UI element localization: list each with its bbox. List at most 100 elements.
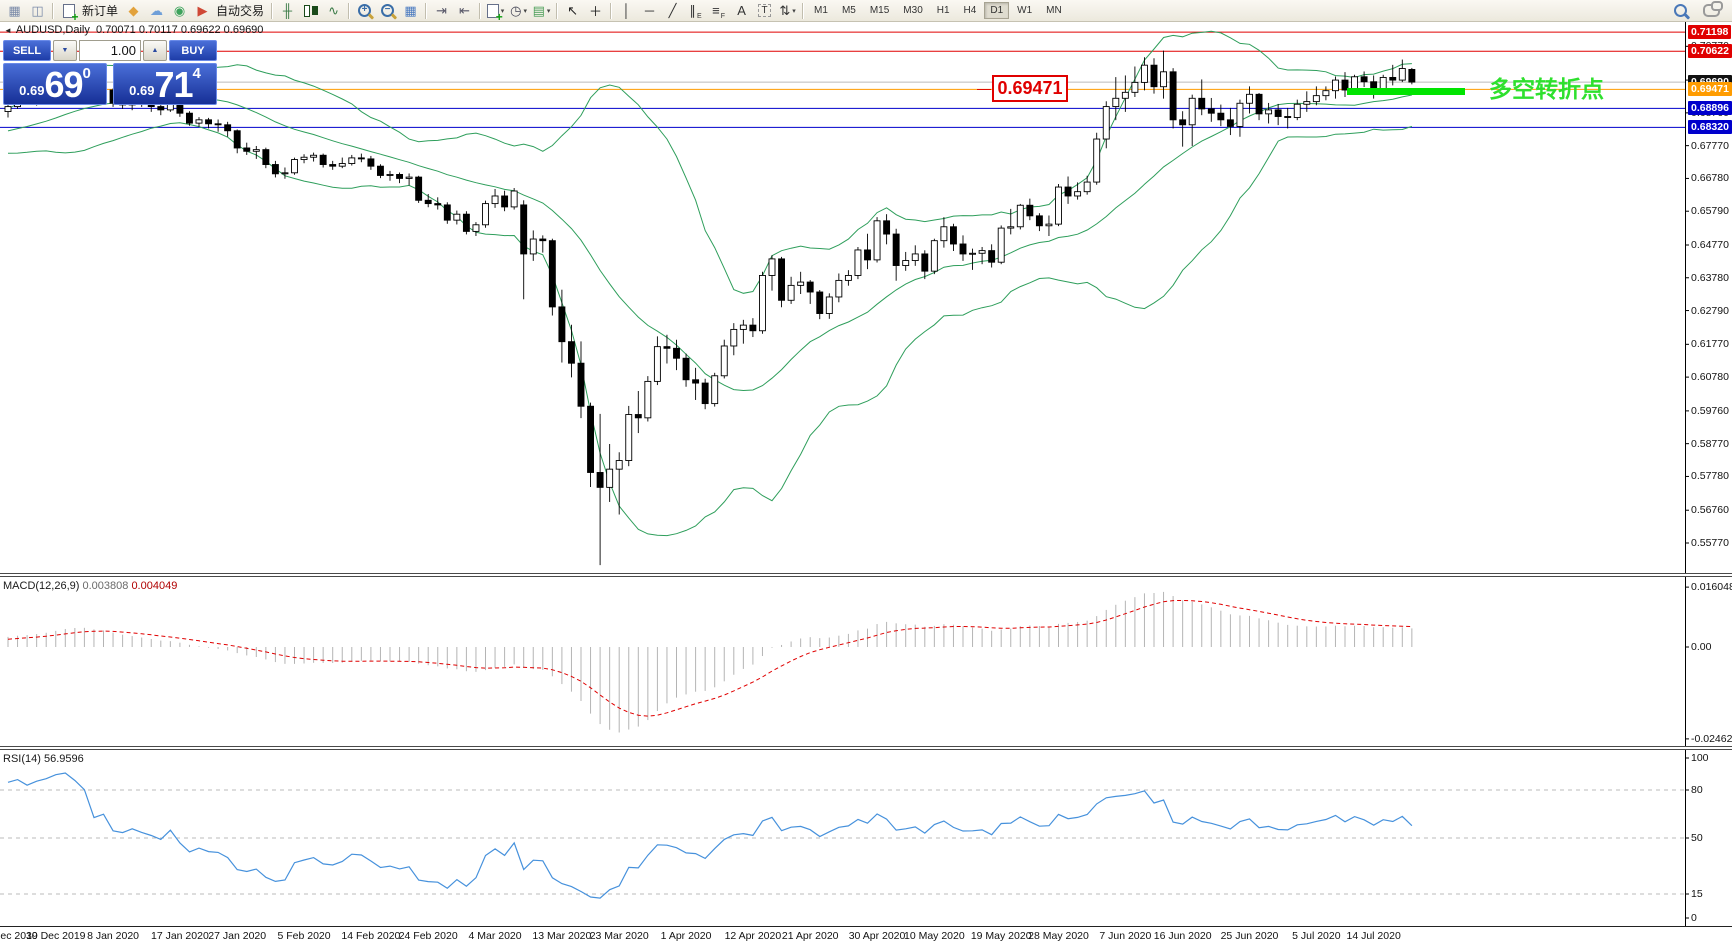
toolbar-separator	[52, 2, 54, 19]
arrows-icon-dropdown[interactable]: ▾	[792, 7, 796, 15]
panel-splitter-1[interactable]	[0, 573, 1732, 577]
timeframe-m1[interactable]: M1	[814, 5, 828, 16]
auto-scroll-icon[interactable]: ⇥	[436, 2, 447, 18]
crosshair-icon[interactable]: ＋	[589, 4, 603, 19]
support-highlight-bar[interactable]	[1347, 88, 1465, 95]
sell-button[interactable]: SELL	[3, 40, 51, 61]
date-axis-label: 19 May 2020	[970, 930, 1032, 942]
macd-panel-canvas[interactable]	[0, 577, 1732, 746]
date-axis-label: 28 May 2020	[1028, 930, 1089, 942]
date-axis-label: 30 Dec 2019	[25, 930, 86, 942]
toolbar-separator	[479, 2, 482, 19]
signals-icon[interactable]: ◉	[173, 2, 186, 18]
eraser-icon[interactable]: ◆	[128, 2, 139, 18]
panel-splitter-2[interactable]	[0, 746, 1732, 750]
toolbar-separator	[610, 2, 613, 19]
buy-button[interactable]: BUY	[169, 40, 217, 61]
volume-increase-button[interactable]: ▲	[143, 40, 167, 61]
line-chart-type-icon[interactable]: ∿	[328, 2, 339, 18]
equidistant-channel-icon[interactable]: ∥ E	[689, 2, 702, 20]
timeframe-m15[interactable]: M15	[869, 5, 890, 16]
rsi-panel-canvas[interactable]	[0, 750, 1732, 926]
volume-input[interactable]	[79, 40, 141, 61]
rsi-value: 56.9596	[43, 753, 84, 765]
fibonacci-icon[interactable]: ≡ F	[712, 3, 725, 20]
text-icon[interactable]: A	[737, 3, 746, 18]
price-flag-label[interactable]: 0.69471	[992, 75, 1068, 102]
templates-icon[interactable]: ▤ ▾	[532, 2, 551, 18]
date-axis-label: 1 Apr 2020	[660, 930, 712, 942]
candle-chart-type-icon[interactable]	[299, 2, 322, 20]
charts-window-icon[interactable]: ▦	[8, 2, 21, 18]
one-click-trading-panel: SELL ▼ ▲ BUY 0.69 69 0 0.69 71 4	[3, 40, 217, 105]
periods-icon-dropdown[interactable]: ▾	[523, 7, 527, 15]
search-icon[interactable]	[1669, 2, 1692, 20]
new-order-icon[interactable]	[57, 2, 80, 22]
trendline-icon[interactable]: ╱	[668, 2, 677, 18]
turning-point-annotation[interactable]: 多空转折点	[1489, 76, 1604, 102]
toolbar-separator	[802, 2, 805, 19]
timeframe-w1[interactable]: W1	[1017, 5, 1033, 16]
indicators-icon[interactable]: ▾	[484, 2, 507, 22]
date-axis-label: 20 Dec 2019	[0, 930, 38, 942]
tile-windows-icon[interactable]: ▦	[404, 2, 417, 18]
ohlc-values: 0.70071 0.70117 0.69622 0.69690	[96, 24, 264, 36]
timeframe-d1[interactable]: D1	[984, 2, 1010, 19]
zoom-in-icon[interactable]: +	[353, 2, 376, 20]
date-axis-label: 21 Apr 2020	[781, 930, 839, 942]
periods-icon[interactable]: ◷ ▾	[510, 2, 527, 18]
buy-price-prefix: 0.69	[129, 83, 155, 98]
toolbar-right	[1669, 1, 1729, 20]
date-axis-label: 16 Jun 2020	[1153, 930, 1212, 942]
templates-icon-dropdown[interactable]: ▾	[546, 7, 551, 15]
date-axis-label: 7 Jun 2020	[1099, 930, 1152, 942]
timeframe-h4[interactable]: H4	[963, 5, 977, 16]
timeframe-mn[interactable]: MN	[1046, 5, 1062, 16]
chart-marker-icon: ◄	[4, 26, 12, 35]
buy-price-display[interactable]: 0.69 71 4	[113, 63, 217, 105]
community-chat-icon[interactable]	[1700, 1, 1723, 20]
candles-layer	[4, 50, 1416, 566]
date-axis-label: 25 Jun 2020	[1220, 930, 1279, 942]
price-flag-tick: —	[977, 80, 991, 96]
macd-chart-svg	[7, 577, 1689, 746]
auto-trading-icon[interactable]: ▶	[197, 2, 208, 18]
bar-chart-type-icon[interactable]: ╫	[282, 3, 293, 18]
price-chart-canvas[interactable]	[0, 22, 1732, 573]
rsi-name: RSI(14)	[3, 753, 41, 765]
toolbar-separator	[271, 2, 274, 19]
toolbar-separator	[556, 2, 559, 19]
history-center-icon[interactable]: ☁	[150, 2, 164, 18]
date-axis-label: 27 Jan 2020	[208, 930, 267, 942]
horizontal-line-icon[interactable]: ─	[644, 3, 655, 18]
data-window-icon[interactable]: ◫	[31, 2, 44, 18]
date-axis-label: 12 Apr 2020	[724, 930, 782, 942]
cursor-icon[interactable]: ↖	[567, 2, 578, 18]
rsi-label-row: RSI(14) 56.9596	[3, 753, 84, 765]
auto-trading-label[interactable]: 自动交易	[216, 4, 265, 18]
new-order-label[interactable]: 新订单	[82, 4, 119, 18]
zoom-out-icon[interactable]: −	[376, 2, 399, 20]
rsi-chart-svg	[0, 750, 1689, 926]
date-axis-label: 8 Jan 2020	[87, 930, 140, 942]
chart-shift-icon[interactable]: ⇤	[459, 2, 470, 18]
toolbar-separator	[425, 2, 428, 19]
macd-label-row: MACD(12,26,9) 0.003808 0.004049	[3, 580, 177, 592]
vertical-line-icon[interactable]: │	[622, 3, 631, 18]
timeframe-m30[interactable]: M30	[903, 5, 923, 16]
timeframe-m5[interactable]: M5	[841, 5, 856, 16]
toolbar-items: ▦◫新订单◆☁◉▶自动交易╫∿+−▦⇥⇤▾◷▾▤▾↖＋│─╱∥E≡FAT⇅▾	[3, 2, 807, 22]
arrows-icon[interactable]: ⇅ ▾	[779, 2, 796, 18]
date-axis-label: 10 May 2020	[903, 930, 965, 942]
date-axis-label: 13 Mar 2020	[532, 930, 592, 942]
sell-price-display[interactable]: 0.69 69 0	[3, 63, 107, 105]
volume-decrease-button[interactable]: ▼	[53, 40, 77, 61]
date-axis-label: 30 Apr 2020	[848, 930, 906, 942]
main-chart-svg	[0, 22, 1689, 573]
sell-price-pipette: 0	[82, 65, 91, 82]
text-label-icon[interactable]: T	[753, 2, 776, 20]
symbol-period-label: AUDUSD,Daily	[15, 24, 90, 36]
sell-price-prefix: 0.69	[19, 83, 45, 98]
timeframe-h1[interactable]: H1	[936, 5, 950, 16]
date-axis-label: 24 Feb 2020	[398, 930, 458, 942]
